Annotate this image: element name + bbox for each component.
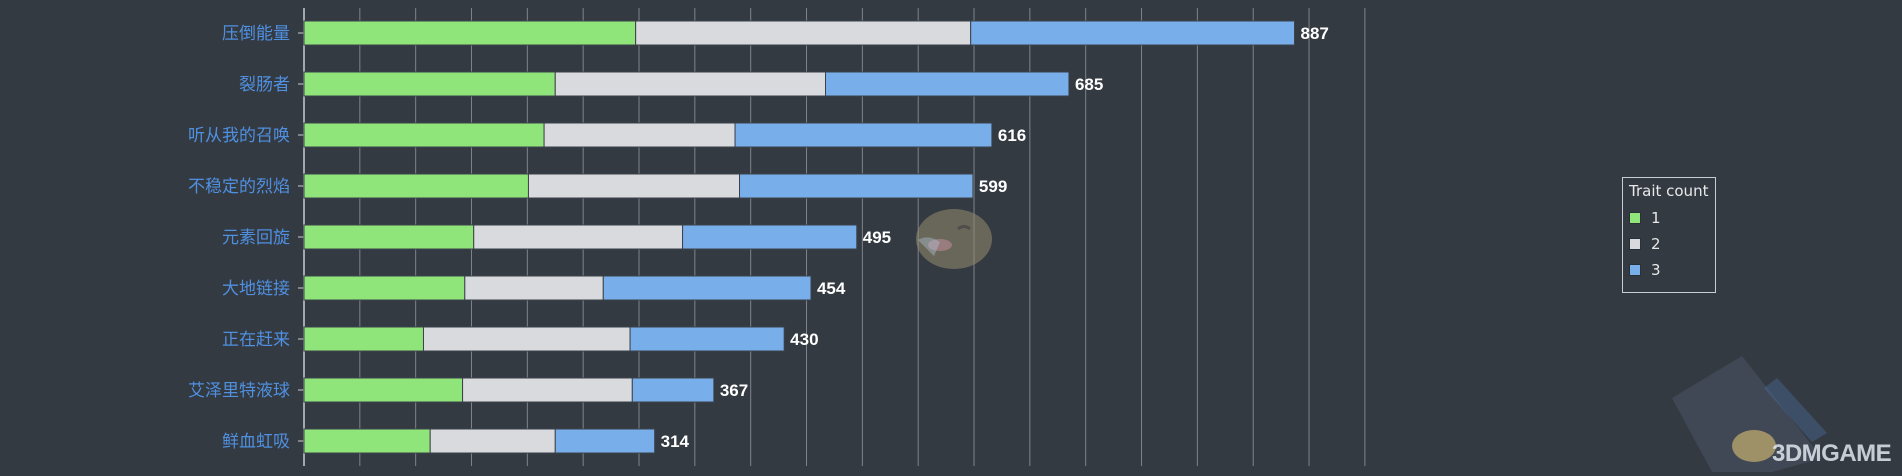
bar-segment-3: [554, 428, 656, 454]
legend-swatch-2: [1629, 238, 1641, 250]
watermark-text: 3DMGAME: [1772, 440, 1892, 467]
legend-item-2: 2: [1629, 234, 1661, 254]
legend: Trait count 1 2 3: [1622, 177, 1716, 293]
site-logo-watermark-icon: [1672, 338, 1892, 472]
legend-item-1: 1: [1629, 208, 1661, 228]
bar-segment-1: [303, 428, 431, 454]
bar-segment-3: [631, 377, 715, 403]
bar-segment-1: [303, 20, 637, 46]
category-label: 裂肠者: [239, 75, 290, 95]
total-label: 367: [720, 381, 748, 400]
category-label: 听从我的召唤: [188, 126, 290, 146]
legend-label-1: 1: [1651, 209, 1661, 227]
legend-label-3: 3: [1651, 261, 1661, 279]
bar-segment-2: [543, 122, 736, 148]
bar-segment-2: [635, 20, 972, 46]
bar-segment-2: [554, 71, 827, 97]
bar-segment-2: [462, 377, 633, 403]
mascot-watermark-icon: [900, 195, 1000, 285]
total-label: 887: [1301, 24, 1329, 43]
total-label: 495: [863, 228, 891, 247]
category-label: 正在赶来: [222, 330, 290, 350]
bar-segment-2: [464, 275, 604, 301]
legend-item-3: 3: [1629, 260, 1661, 280]
category-label: 鲜血虹吸: [222, 432, 290, 452]
total-label: 454: [817, 279, 846, 298]
bar-segment-3: [734, 122, 993, 148]
bar-segment-2: [422, 326, 631, 352]
total-label: 430: [790, 330, 818, 349]
bar-segment-2: [527, 173, 741, 199]
category-label: 艾泽里特液球: [188, 381, 290, 401]
category-label: 压倒能量: [222, 24, 290, 44]
legend-swatch-3: [1629, 264, 1641, 276]
bar-segment-1: [303, 71, 556, 97]
total-label: 599: [979, 177, 1007, 196]
total-label: 685: [1075, 75, 1103, 94]
bar-segment-1: [303, 122, 545, 148]
bar-segment-3: [602, 275, 812, 301]
bar-segment-1: [303, 326, 424, 352]
total-label: 616: [998, 126, 1026, 145]
total-label: 314: [661, 432, 690, 451]
category-label: 元素回旋: [222, 228, 290, 248]
bar-segment-3: [682, 224, 858, 250]
bar-segment-2: [429, 428, 556, 454]
legend-title: Trait count: [1629, 182, 1709, 200]
category-label: 不稳定的烈焰: [188, 177, 290, 197]
bar-segment-1: [303, 377, 464, 403]
bar-segment-3: [739, 173, 974, 199]
bar-segment-3: [825, 71, 1070, 97]
bar-segment-3: [970, 20, 1296, 46]
bar-segment-3: [629, 326, 785, 352]
bar-segment-1: [303, 224, 475, 250]
category-label: 大地链接: [222, 279, 290, 299]
bar-segment-1: [303, 275, 466, 301]
bar-segment-2: [473, 224, 684, 250]
bar-segment-1: [303, 173, 529, 199]
legend-label-2: 2: [1651, 235, 1661, 253]
legend-swatch-1: [1629, 212, 1641, 224]
